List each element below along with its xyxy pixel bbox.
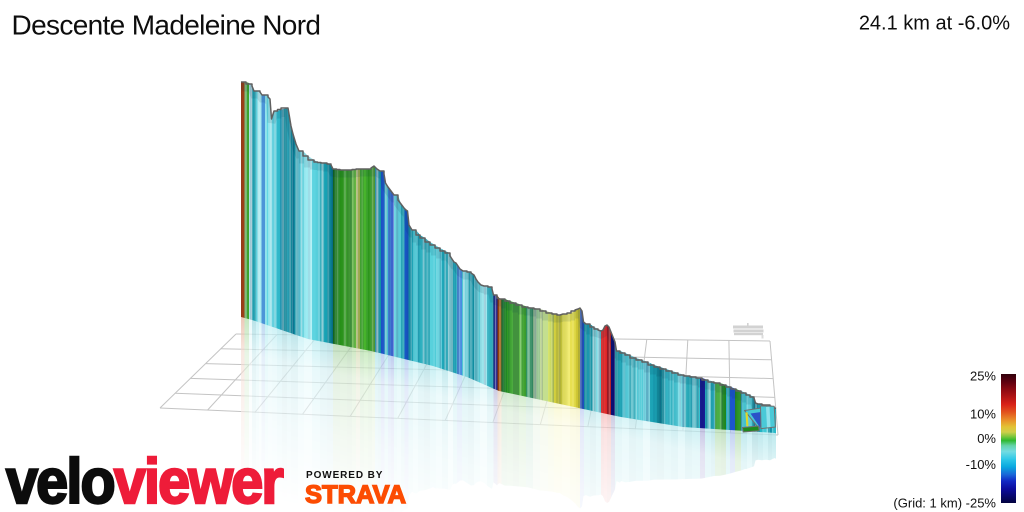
svg-text:(Grid: 1 km) -25%: (Grid: 1 km) -25% xyxy=(893,496,996,511)
svg-text:Descente Madeleine Nord: Descente Madeleine Nord xyxy=(12,10,321,41)
svg-text:STRAVA: STRAVA xyxy=(305,481,406,509)
svg-text:24.1 km at -6.0%: 24.1 km at -6.0% xyxy=(859,13,1010,35)
svg-text:0%: 0% xyxy=(977,431,996,446)
svg-text:25%: 25% xyxy=(970,369,996,384)
svg-text:-10%: -10% xyxy=(966,457,997,472)
svg-text:10%: 10% xyxy=(970,407,996,422)
svg-text:veloviewer: veloviewer xyxy=(6,447,283,512)
svg-text:POWERED BY: POWERED BY xyxy=(306,470,383,481)
